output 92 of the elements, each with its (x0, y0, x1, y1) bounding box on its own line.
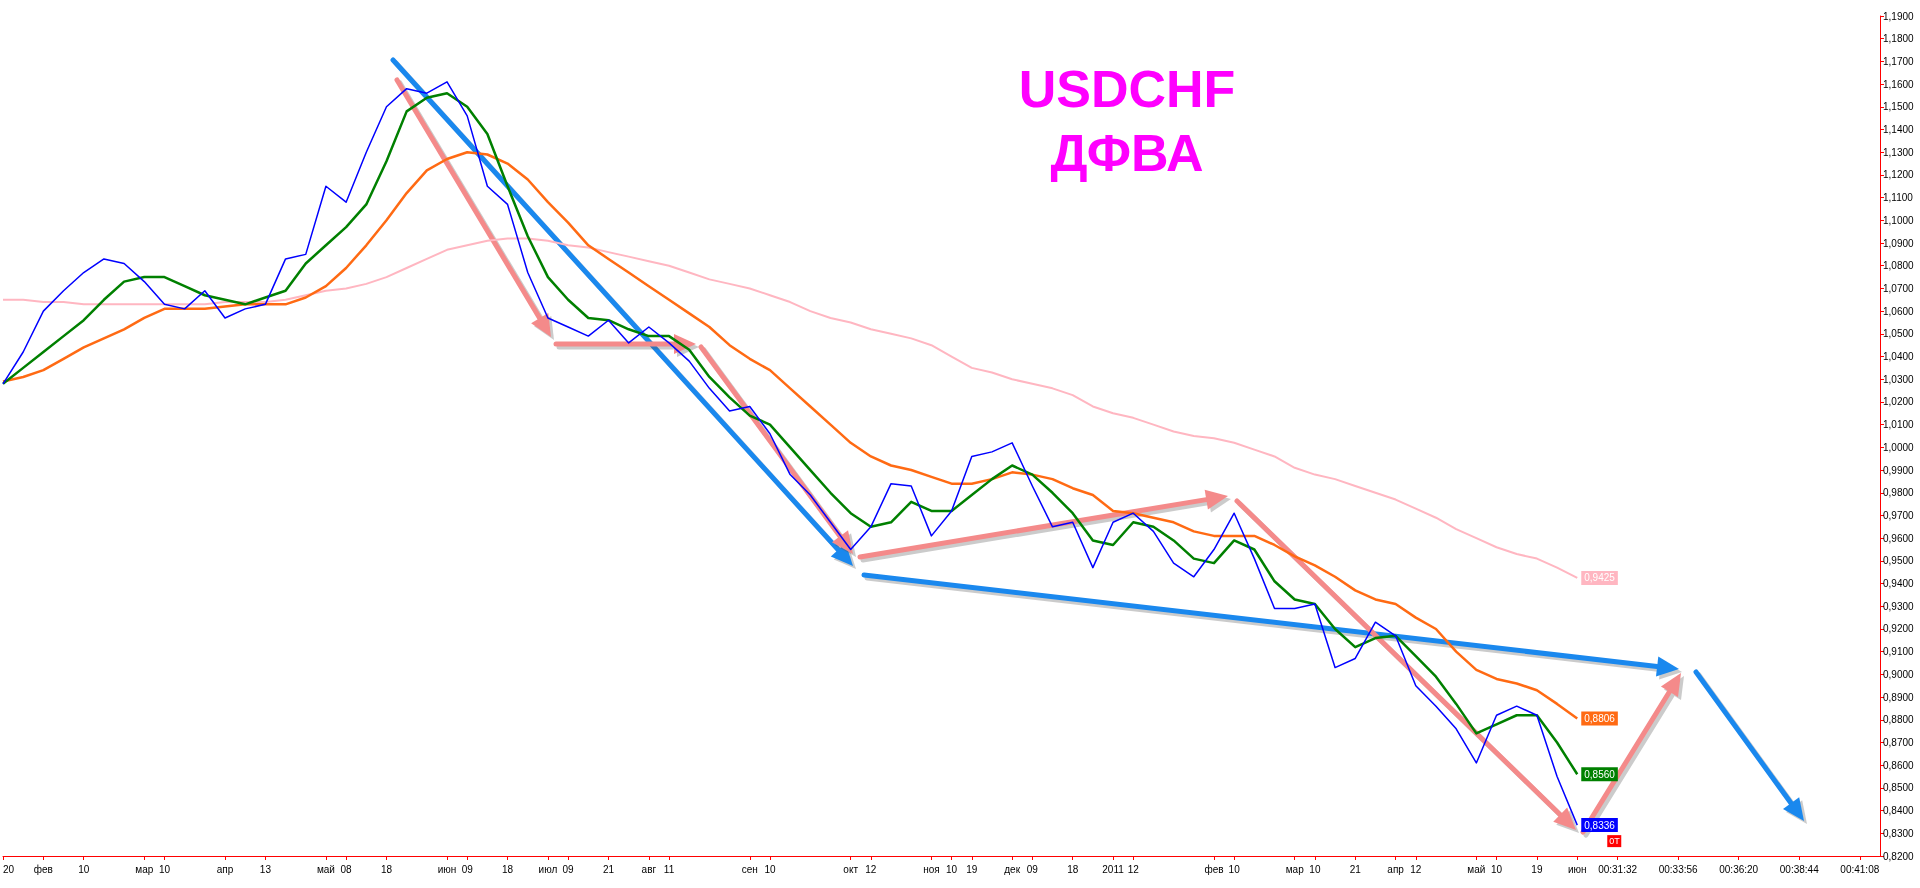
y-tick-label: 0,8900 (1883, 691, 1915, 703)
y-tick-label: 1,0300 (1883, 373, 1915, 385)
x-tick-label: 19 (1531, 863, 1543, 875)
x-tick-label: май (316, 863, 335, 875)
x-tick-label: авг (641, 863, 657, 875)
x-tick-label: 10 (1309, 863, 1321, 875)
y-tick-label: 1,0200 (1883, 396, 1915, 408)
y-tick-label: 1,1200 (1883, 169, 1915, 181)
y-tick-label: 0,8200 (1883, 850, 1915, 862)
x-tick-label: мар (135, 863, 154, 875)
y-tick-label: 1,1600 (1883, 78, 1915, 90)
x-tick-label: ноя (923, 863, 940, 875)
y-tick-label: 0,8800 (1883, 714, 1915, 726)
y-tick-label: 1,1700 (1883, 55, 1915, 67)
y-tick-label: 1,1800 (1883, 33, 1915, 45)
data-label: 0,8806 (1584, 712, 1616, 724)
y-tick-label: 1,0500 (1883, 328, 1915, 340)
x-tick-label: 10 (1490, 863, 1503, 875)
x-tick-label: 21 (602, 863, 615, 875)
x-tick-label: 00:36:20 (1719, 863, 1759, 875)
x-tick-label: фев (33, 863, 53, 875)
x-tick-label: 21 (1349, 863, 1362, 875)
data-label: 0,8560 (1584, 768, 1616, 780)
x-tick-label: июн (437, 863, 457, 875)
text: ДФВА (1050, 124, 1204, 182)
y-tick-label: 1,0900 (1883, 237, 1915, 249)
y-tick-label: 0,9300 (1883, 600, 1915, 612)
x-tick-label: 00:31:32 (1598, 863, 1638, 875)
y-tick-label: 0,8300 (1883, 827, 1915, 839)
x-tick-label: 18 (1067, 863, 1079, 875)
annotation: 0T (1609, 836, 1621, 847)
y-tick-label: 1,1000 (1883, 214, 1915, 226)
x-tick-label: 12 (1127, 863, 1140, 875)
x-tick-label: 00:33:56 (1658, 863, 1699, 875)
x-tick-label: 09 (562, 863, 575, 875)
x-tick-label: 10 (158, 863, 171, 875)
y-tick-label: 1,0700 (1883, 282, 1915, 294)
y-tick-label: 1,1400 (1883, 124, 1915, 136)
y-tick-label: 1,0400 (1883, 351, 1915, 363)
y-tick-label: 0,9200 (1883, 623, 1915, 635)
x-tick-label: окт (843, 863, 859, 875)
x-tick-label: 18 (502, 863, 514, 875)
x-tick-label: 18 (380, 863, 393, 875)
y-tick-label: 1,1100 (1883, 192, 1914, 204)
y-tick-label: 0,9400 (1883, 578, 1915, 590)
line-series (2, 237, 1579, 579)
y-tick-label: 0,8400 (1883, 805, 1915, 817)
y-tick-label: 1,0000 (1883, 441, 1915, 453)
x-tick-label: 00:38:44 (1779, 863, 1820, 875)
y-tick-label: 0,9000 (1883, 668, 1915, 680)
x-tick-label: 10 (78, 863, 90, 875)
x-tick-label: 08 (340, 863, 353, 875)
y-tick-label: 0,9700 (1883, 509, 1915, 521)
text: USDCHF (1018, 60, 1236, 118)
y-tick-label: 0,9600 (1883, 532, 1915, 544)
y-tick-label: 0,8700 (1883, 736, 1915, 748)
x-tick-label: 10 (1228, 863, 1241, 875)
x-tick-label: 19 (966, 863, 978, 875)
y-tick-label: 0,9900 (1883, 464, 1915, 476)
y-tick-label: 1,1500 (1883, 101, 1915, 113)
y-tick-label: 1,1300 (1883, 146, 1915, 158)
x-tick-label: мар (1285, 863, 1305, 875)
x-tick-label: 10 (946, 863, 958, 875)
y-tick-label: 0,8600 (1883, 759, 1915, 771)
x-tick-label: май (1467, 863, 1486, 875)
x-tick-label: 00:41:08 (1840, 863, 1880, 875)
x-tick-label: 09 (1026, 863, 1039, 875)
x-tick-label: 2011 (1102, 863, 1125, 875)
x-tick-label: 10 (764, 863, 776, 875)
x-tick-label: 12 (865, 863, 877, 875)
y-tick-label: 1,0600 (1883, 305, 1915, 317)
x-tick-label: дек (1004, 863, 1021, 875)
y-tick-label: 0,9500 (1883, 555, 1915, 567)
x-tick-label: июн (1567, 863, 1587, 875)
y-tick-label: 0,9100 (1883, 646, 1915, 658)
x-tick-label: сен (741, 863, 758, 875)
x-tick-label: фев (1204, 863, 1224, 875)
x-tick-label: 09 (461, 863, 474, 875)
x-tick-label: 13 (259, 863, 272, 875)
y-tick-label: 1,0800 (1883, 260, 1915, 272)
x-tick-label: 20 (3, 863, 15, 875)
x-tick-label: апр (1387, 863, 1405, 875)
x-tick-label: 12 (1410, 863, 1422, 875)
x-tick-label: июл (538, 863, 558, 875)
y-tick-label: 0,8500 (1883, 782, 1915, 794)
data-label: 0,9425 (1584, 572, 1616, 584)
x-tick-label: апр (216, 863, 234, 875)
y-tick-label: 1,0100 (1883, 419, 1915, 431)
x-tick-label: 11 (663, 863, 675, 875)
y-tick-label: 0,9800 (1883, 487, 1915, 499)
data-label: 0,8336 (1584, 819, 1616, 831)
y-tick-label: 1,1900 (1883, 10, 1915, 22)
